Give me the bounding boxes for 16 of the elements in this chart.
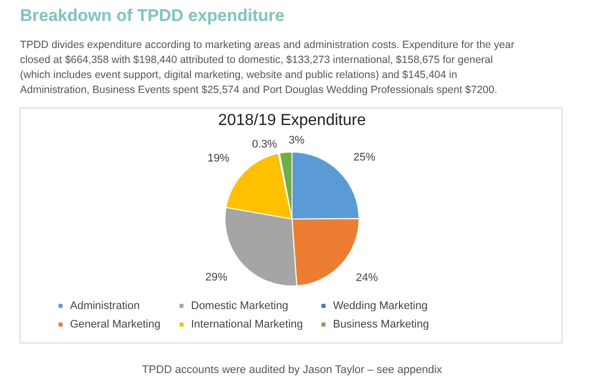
chart-title: 2018/19 Expenditure [218,112,366,129]
legend-label: Business Marketing [333,318,429,330]
data-label: 19% [207,152,230,164]
data-label: 3% [288,134,305,146]
text: TPDD accounts were audited by Jason Taylor – see appendix [142,364,443,376]
text: TPDD divides expenditure according to marketing areas and administration costs. Expenditure for the year closed at $664,358 with $198,440 attributed to domestic, $133,273 international, $158,675 for general (which includes event support, digital marketing, website and public relations) and $145,404 in Administration, Business Events spent $25,574 and Port Douglas Wedding Professionals spent $7200. [20,39,515,96]
data-label: 25% [353,151,376,164]
legend-label: Domestic Marketing [191,300,288,312]
legend-label: International Marketing [191,318,303,330]
data-label: 24% [356,272,378,284]
data-label: 29% [205,271,228,284]
text: Breakdown of TPDD expenditure [20,6,284,25]
legend-label: Administration [70,300,140,312]
data-label: 0.3% [252,138,278,151]
legend-label: Wedding Marketing [333,300,428,312]
legend-label: General Marketing [70,318,160,330]
